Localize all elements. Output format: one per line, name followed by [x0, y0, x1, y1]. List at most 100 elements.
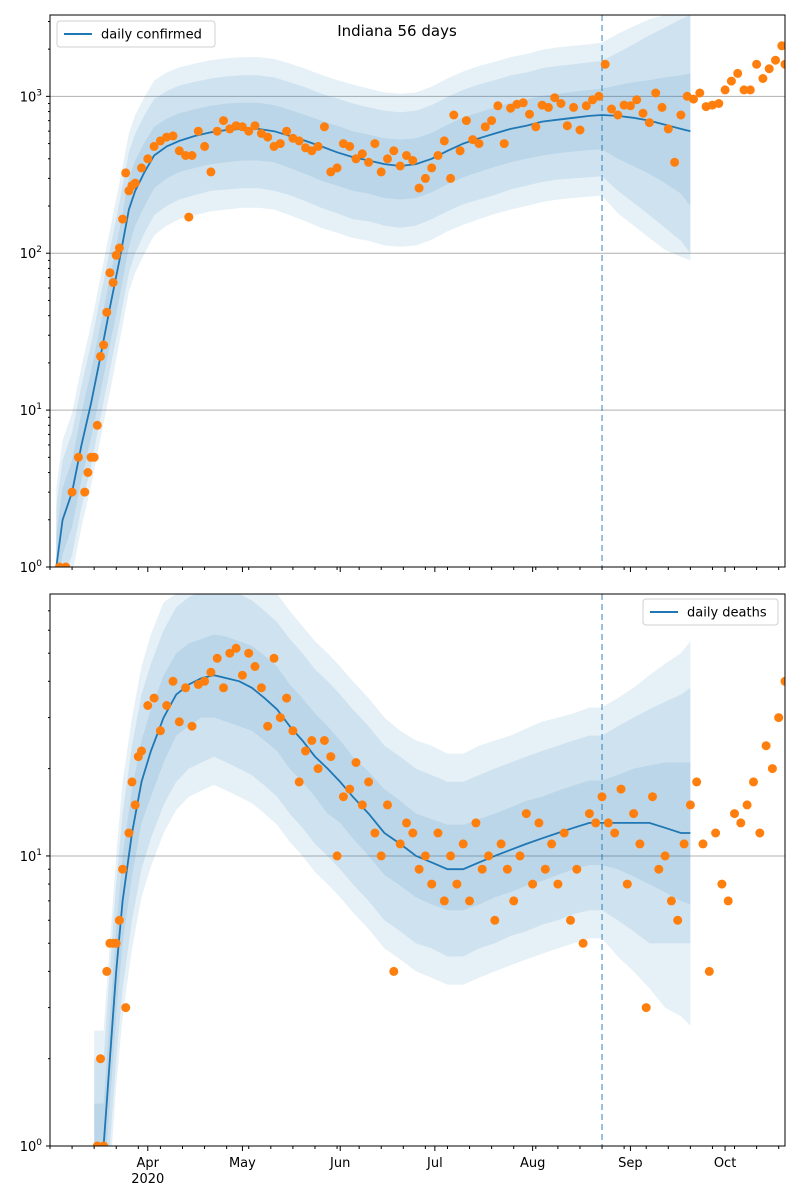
- observed-point: [720, 85, 730, 95]
- deaths-legend: daily deaths: [642, 598, 779, 626]
- observed-point: [528, 879, 538, 889]
- observed-point: [319, 736, 329, 745]
- observed-point: [143, 154, 153, 164]
- observed-point: [493, 101, 503, 111]
- observed-point: [676, 110, 686, 120]
- observed-point: [543, 102, 553, 112]
- observed-point: [149, 141, 159, 151]
- observed-point: [174, 146, 184, 156]
- observed-point: [632, 95, 642, 105]
- observed-point: [80, 487, 90, 497]
- observed-point: [648, 792, 657, 802]
- observed-point: [562, 121, 572, 131]
- observed-point: [695, 88, 705, 98]
- legend-label-deaths: daily deaths: [687, 606, 767, 621]
- observed-point: [496, 839, 506, 849]
- observed-point: [663, 124, 673, 134]
- confirmed-x-ticks: [49, 567, 780, 572]
- observed-point: [282, 126, 292, 136]
- confirmed-uncertainty-bands: [56, 15, 691, 567]
- observed-point: [458, 839, 468, 849]
- observed-point: [118, 214, 128, 224]
- observed-point: [332, 163, 342, 173]
- confirmed-axes-frame: [49, 14, 786, 568]
- observed-point: [96, 351, 105, 361]
- observed-point: [774, 713, 784, 723]
- observed-point: [114, 915, 124, 925]
- observed-point: [446, 173, 456, 183]
- observed-point: [461, 116, 471, 126]
- y-tick-label: 101: [20, 848, 42, 865]
- observed-point: [370, 139, 380, 149]
- observed-point: [130, 800, 140, 810]
- observed-point: [657, 102, 667, 112]
- observed-point: [357, 149, 367, 159]
- observed-point: [569, 102, 579, 112]
- observed-point: [484, 851, 493, 861]
- observed-point: [162, 701, 172, 710]
- observed-point: [525, 109, 534, 119]
- observed-point: [326, 752, 336, 762]
- observed-point: [111, 938, 121, 948]
- observed-point: [212, 653, 222, 663]
- uncertainty-band-2: [56, 15, 691, 567]
- observed-point: [250, 662, 260, 671]
- observed-point: [313, 764, 323, 774]
- observed-point: [717, 879, 727, 889]
- observed-point: [294, 136, 304, 146]
- observed-point: [666, 896, 676, 906]
- observed-point: [597, 792, 607, 802]
- observed-point: [307, 736, 317, 745]
- observed-point: [206, 667, 216, 677]
- observed-point: [723, 896, 733, 906]
- observed-point: [689, 94, 698, 104]
- observed-point: [121, 1003, 131, 1013]
- observed-point: [714, 99, 724, 108]
- observed-point: [777, 41, 785, 51]
- observed-point: [764, 64, 774, 74]
- observed-point: [698, 839, 708, 849]
- observed-point: [452, 879, 462, 889]
- observed-point: [420, 173, 430, 183]
- deaths-uncertainty-bands: [94, 594, 691, 1146]
- uncertainty-band-1: [56, 73, 691, 567]
- observed-point: [730, 809, 739, 819]
- observed-point: [149, 693, 159, 703]
- observed-point: [357, 800, 367, 810]
- observed-point: [673, 915, 683, 925]
- observed-point: [414, 183, 424, 193]
- observed-point: [212, 126, 222, 136]
- observed-point: [244, 126, 254, 136]
- observed-point: [638, 108, 648, 118]
- confirmed-y-ticks: 100 101 102 103: [20, 20, 50, 576]
- x-tick-label: Jun: [329, 1156, 350, 1171]
- observed-point: [181, 151, 191, 160]
- observed-point: [96, 1054, 105, 1064]
- observed-point: [174, 717, 184, 727]
- observed-point: [383, 154, 392, 164]
- observed-point: [622, 879, 632, 889]
- x-tick-label: Aug: [520, 1156, 545, 1171]
- observed-point: [402, 818, 411, 828]
- uncertainty-band-3: [94, 594, 691, 1146]
- observed-point: [572, 864, 582, 874]
- deaths-axes-frame: [49, 593, 786, 1147]
- observed-point: [200, 676, 210, 686]
- observed-point: [559, 828, 569, 838]
- observed-point: [745, 85, 755, 95]
- observed-point: [711, 828, 721, 838]
- observed-point: [547, 839, 557, 849]
- observed-point: [761, 741, 771, 751]
- observed-point: [338, 792, 348, 802]
- observed-point: [73, 452, 83, 462]
- observed-point: [370, 828, 380, 838]
- observed-point: [395, 161, 405, 171]
- observed-point: [364, 157, 374, 167]
- observed-point: [256, 683, 266, 693]
- legend-box: [56, 20, 216, 48]
- observed-point: [641, 1003, 651, 1013]
- observed-point: [679, 839, 689, 849]
- observed-point: [99, 340, 109, 350]
- observed-point: [111, 250, 121, 260]
- observed-point: [288, 726, 298, 736]
